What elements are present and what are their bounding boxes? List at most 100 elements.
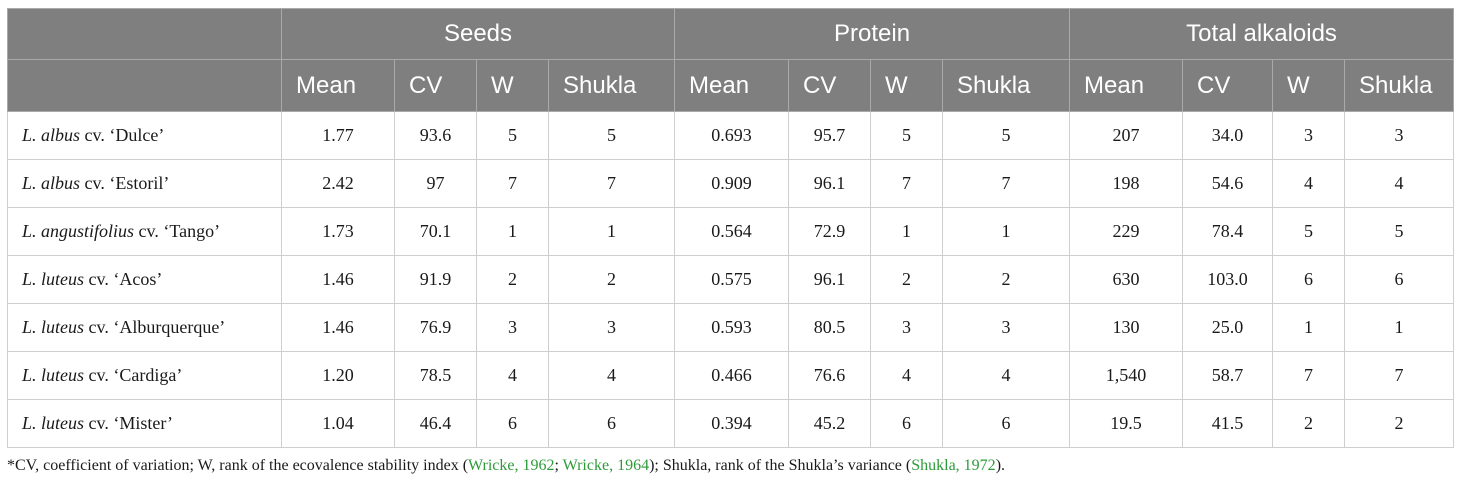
sub-header-row: Mean CV W Shukla Mean CV W Shukla Mean C… — [7, 59, 1455, 112]
sub-header-mean: Mean — [281, 59, 395, 112]
protein-cv-cell: 80.5 — [788, 303, 871, 352]
table-container: Seeds Protein Total alkaloids Mean CV W … — [7, 8, 1455, 448]
cultivar-label: ‘Dulce’ — [109, 125, 165, 145]
protein-shukla-cell: 2 — [941, 255, 1071, 304]
sub-header-w: W — [1272, 59, 1346, 112]
cultivar-label: ‘Tango’ — [163, 221, 221, 241]
alkaloids-w-cell: 2 — [1272, 399, 1346, 448]
alkaloids-cv-cell: 58.7 — [1182, 351, 1274, 400]
seeds-mean-cell: 1.46 — [281, 303, 395, 352]
sub-header-cv: CV — [788, 59, 871, 112]
cultivar-abbrev: cv. — [88, 413, 109, 433]
alkaloids-shukla-cell: 2 — [1344, 399, 1455, 448]
table-row: L. luteus cv. ‘Alburquerque’ 1.46 76.9 3 3 0.… — [7, 303, 1455, 352]
sub-header-shukla: Shukla — [1344, 59, 1455, 112]
protein-shukla-cell: 4 — [941, 351, 1071, 400]
seeds-shukla-cell: 7 — [548, 159, 675, 208]
table-row: L. luteus cv. ‘Acos’ 1.46 91.9 2 2 0.575 96.1 2… — [7, 255, 1455, 304]
seeds-w-cell: 2 — [476, 255, 549, 304]
seeds-mean-cell: 1.73 — [281, 207, 395, 256]
alkaloids-w-cell: 5 — [1272, 207, 1346, 256]
seeds-w-cell: 3 — [476, 303, 549, 352]
sub-header-w: W — [870, 59, 943, 112]
alkaloids-mean-cell: 19.5 — [1069, 399, 1184, 448]
cultivar-name-cell: L. luteus cv. ‘Mister’ — [7, 399, 282, 448]
group-header-protein: Protein — [673, 8, 1071, 60]
group-header-row: Seeds Protein Total alkaloids — [7, 8, 1455, 60]
sub-header-shukla: Shukla — [941, 59, 1071, 112]
protein-mean-cell: 0.564 — [674, 207, 789, 256]
alkaloids-mean-cell: 630 — [1069, 255, 1184, 304]
species-name: L. luteus — [22, 413, 85, 433]
protein-shukla-cell: 6 — [941, 399, 1071, 448]
cultivar-name-cell: L. albus cv. ‘Dulce’ — [7, 111, 282, 160]
seeds-cv-cell: 97 — [394, 159, 477, 208]
protein-cv-cell: 45.2 — [788, 399, 871, 448]
protein-cv-cell: 76.6 — [788, 351, 871, 400]
protein-mean-cell: 0.693 — [674, 111, 789, 160]
protein-w-cell: 4 — [870, 351, 943, 400]
alkaloids-cv-cell: 41.5 — [1182, 399, 1274, 448]
protein-w-cell: 3 — [870, 303, 943, 352]
protein-mean-cell: 0.593 — [674, 303, 789, 352]
seeds-cv-cell: 70.1 — [394, 207, 477, 256]
table-footnote: *CV, coefficient of variation; W, rank o… — [7, 457, 1005, 475]
protein-w-cell: 5 — [870, 111, 943, 160]
table-row: L. luteus cv. ‘Cardiga’ 1.20 78.5 4 4 0.466 76… — [7, 351, 1455, 400]
table-row: L. albus cv. ‘Dulce’ 1.77 93.6 5 5 0.693 95.7 5… — [7, 111, 1455, 160]
cultivar-label: ‘Mister’ — [113, 413, 173, 433]
table-row: L. albus cv. ‘Estoril’ 2.42 97 7 7 0.909 96.1 7… — [7, 159, 1455, 208]
sub-header-w: W — [476, 59, 549, 112]
species-name: L. albus — [22, 125, 81, 145]
protein-mean-cell: 0.909 — [674, 159, 789, 208]
cultivar-name-cell: L. luteus cv. ‘Alburquerque’ — [7, 303, 282, 352]
sub-header-cv: CV — [394, 59, 477, 112]
sub-header-cv: CV — [1182, 59, 1274, 112]
citation-link[interactable]: Wricke, 1962 — [468, 457, 555, 474]
alkaloids-cv-cell: 25.0 — [1182, 303, 1274, 352]
seeds-w-cell: 1 — [476, 207, 549, 256]
alkaloids-cv-cell: 54.6 — [1182, 159, 1274, 208]
species-name: L. luteus — [22, 269, 85, 289]
group-header-total-alkaloids: Total alkaloids — [1069, 8, 1455, 60]
alkaloids-mean-cell: 207 — [1069, 111, 1184, 160]
seeds-cv-cell: 91.9 — [394, 255, 477, 304]
alkaloids-w-cell: 4 — [1272, 159, 1346, 208]
protein-cv-cell: 96.1 — [788, 159, 871, 208]
cultivar-name-cell: L. albus cv. ‘Estoril’ — [7, 159, 282, 208]
seeds-cv-cell: 78.5 — [394, 351, 477, 400]
stability-table: Seeds Protein Total alkaloids Mean CV W … — [7, 8, 1455, 448]
alkaloids-w-cell: 7 — [1272, 351, 1346, 400]
citation-link[interactable]: Wricke, 1964 — [562, 457, 650, 474]
alkaloids-mean-cell: 198 — [1069, 159, 1184, 208]
alkaloids-cv-cell: 34.0 — [1182, 111, 1274, 160]
table-header: Seeds Protein Total alkaloids Mean CV W … — [7, 8, 1455, 112]
protein-cv-cell: 96.1 — [788, 255, 871, 304]
sub-header-mean: Mean — [674, 59, 789, 112]
protein-shukla-cell: 3 — [941, 303, 1071, 352]
seeds-mean-cell: 1.77 — [281, 111, 395, 160]
cultivar-abbrev: cv. — [88, 317, 109, 337]
seeds-shukla-cell: 3 — [548, 303, 675, 352]
citation-link[interactable]: Shukla, 1972 — [911, 457, 996, 474]
cultivar-name-cell: L. angustifolius cv. ‘Tango’ — [7, 207, 282, 256]
alkaloids-cv-cell: 103.0 — [1182, 255, 1274, 304]
footnote-text: *CV, coefficient of variation; W, rank o… — [7, 457, 469, 474]
footnote-separator: ; — [554, 457, 563, 474]
seeds-shukla-cell: 1 — [548, 207, 675, 256]
alkaloids-cv-cell: 78.4 — [1182, 207, 1274, 256]
sub-header-shukla: Shukla — [548, 59, 675, 112]
protein-shukla-cell: 5 — [941, 111, 1071, 160]
table-row: L. luteus cv. ‘Mister’ 1.04 46.4 6 6 0.394 45.… — [7, 399, 1455, 448]
cultivar-abbrev: cv. — [88, 269, 109, 289]
footnote-text: ); Shukla, rank of the Shukla’s variance… — [649, 457, 912, 474]
sub-header-blank — [7, 59, 282, 112]
seeds-mean-cell: 1.04 — [281, 399, 395, 448]
seeds-w-cell: 4 — [476, 351, 549, 400]
group-header-seeds: Seeds — [281, 8, 675, 60]
alkaloids-mean-cell: 1,540 — [1069, 351, 1184, 400]
seeds-w-cell: 7 — [476, 159, 549, 208]
alkaloids-shukla-cell: 6 — [1344, 255, 1455, 304]
table-row: L. angustifolius cv. ‘Tango’ 1.73 70.1 1 1 0.… — [7, 207, 1455, 256]
cultivar-abbrev: cv. — [84, 125, 105, 145]
